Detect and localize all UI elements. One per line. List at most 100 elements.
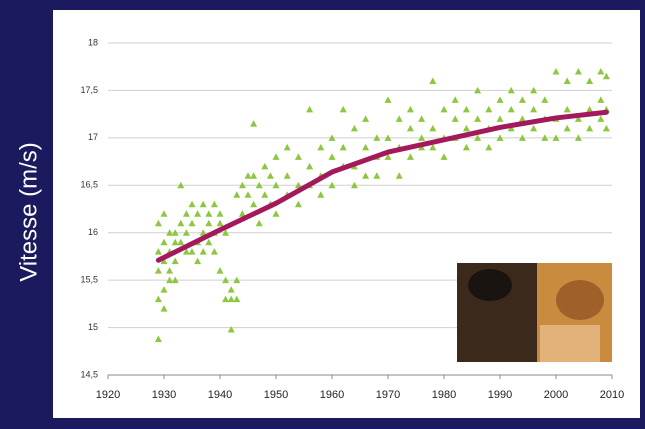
point [563, 124, 571, 132]
point [199, 200, 207, 208]
x-tick-label: 1990 [488, 389, 512, 401]
point [160, 238, 168, 246]
point [530, 86, 538, 94]
point [507, 105, 515, 113]
point [250, 172, 258, 179]
point [541, 96, 549, 103]
point [395, 172, 403, 179]
photo-dog-head [556, 280, 604, 320]
point [429, 143, 437, 151]
point [474, 115, 482, 122]
point [188, 248, 196, 255]
point [194, 210, 202, 217]
point [171, 229, 179, 236]
point [233, 295, 241, 303]
point [294, 181, 302, 189]
point [406, 153, 414, 160]
point [160, 257, 168, 265]
photo-dog-head [468, 269, 512, 301]
point [205, 210, 213, 217]
point [574, 115, 582, 122]
point [362, 172, 370, 179]
point [222, 295, 230, 303]
point [154, 335, 162, 342]
point [429, 77, 437, 84]
y-tick-label: 14,5 [80, 369, 98, 379]
point [451, 115, 459, 122]
point [250, 200, 258, 208]
y-tick-label: 15,5 [80, 275, 98, 285]
point [507, 124, 515, 132]
point [222, 229, 230, 236]
x-tick-label: 1940 [208, 389, 232, 401]
point [266, 172, 274, 179]
point [166, 276, 174, 284]
point [418, 134, 426, 141]
point [406, 124, 414, 132]
point [171, 238, 179, 246]
point [227, 286, 235, 293]
point [350, 181, 358, 189]
point [199, 248, 207, 255]
y-tick-label: 17 [88, 132, 98, 142]
point [261, 191, 269, 198]
point [177, 219, 185, 227]
point [154, 248, 162, 255]
point [429, 124, 437, 132]
point [597, 96, 605, 103]
point [166, 229, 174, 236]
point [418, 115, 426, 122]
point [210, 200, 218, 208]
point [328, 181, 336, 189]
point [171, 276, 179, 284]
point [283, 143, 291, 151]
point [328, 134, 336, 141]
point [574, 134, 582, 141]
point [166, 267, 174, 274]
point [563, 105, 571, 113]
point [294, 153, 302, 160]
point [384, 96, 392, 103]
point [362, 115, 370, 122]
point [317, 191, 325, 198]
point [233, 276, 241, 284]
point [339, 105, 347, 113]
point [518, 134, 526, 141]
point [350, 124, 358, 132]
point [530, 105, 538, 113]
point [563, 77, 571, 84]
point [216, 267, 224, 274]
point [552, 67, 560, 75]
point [451, 96, 459, 103]
point [496, 96, 504, 103]
point [216, 210, 224, 217]
x-tick-label: 1920 [96, 389, 120, 401]
point [238, 181, 246, 189]
point [272, 181, 280, 189]
point [406, 105, 414, 113]
trend-line [155, 109, 609, 263]
photo-dog-body [540, 325, 600, 362]
point [171, 257, 179, 265]
point [373, 172, 381, 179]
point [283, 172, 291, 179]
point [188, 200, 196, 208]
point [602, 124, 610, 132]
point [474, 86, 482, 94]
point [177, 181, 185, 189]
y-tick-label: 16 [88, 227, 98, 237]
point [552, 134, 560, 141]
point [518, 115, 526, 122]
point [586, 105, 594, 113]
point [485, 105, 493, 113]
point [317, 143, 325, 151]
point [210, 248, 218, 255]
point [272, 153, 280, 160]
y-tick-label: 15 [88, 322, 98, 332]
point [602, 72, 610, 80]
x-tick-label: 1960 [320, 389, 344, 401]
point [188, 219, 196, 227]
point [250, 120, 258, 127]
point [384, 134, 392, 141]
